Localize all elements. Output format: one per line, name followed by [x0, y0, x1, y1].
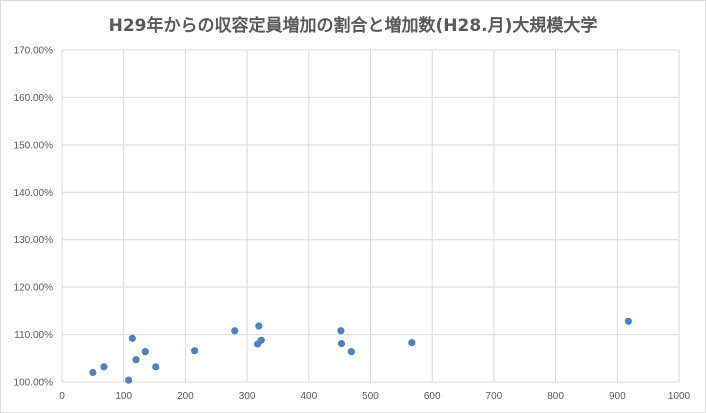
- data-point: [408, 339, 416, 347]
- data-point: [132, 356, 140, 364]
- x-tick-label: 900: [609, 391, 626, 402]
- data-point: [100, 363, 108, 371]
- data-point: [191, 347, 199, 355]
- y-tick-label: 130.00%: [14, 235, 54, 246]
- data-point: [125, 376, 133, 384]
- x-tick-label: 500: [362, 391, 379, 402]
- x-tick-label: 100: [115, 391, 132, 402]
- data-point: [624, 317, 633, 325]
- chart-title: H29年からの収容定員増加の割合と増加数(H28.月)大規模大学: [108, 16, 598, 36]
- y-axis-tick-labels: 100.00% 110.00% 120.00% 130.00% 140.00% 150.0…: [14, 46, 54, 389]
- y-tick-label: 160.00%: [14, 93, 54, 104]
- data-point: [337, 327, 345, 335]
- data-points: [89, 317, 633, 384]
- x-tick-label: 400: [300, 391, 317, 402]
- x-tick-label: 600: [424, 391, 441, 402]
- x-tick-label: 200: [177, 391, 194, 402]
- data-point: [89, 368, 97, 377]
- y-tick-label: 110.00%: [14, 330, 53, 341]
- y-tick-label: 150.00%: [14, 140, 54, 151]
- y-tick-label: 100.00%: [14, 378, 54, 389]
- data-point: [257, 336, 265, 344]
- y-tick-label: 170.00%: [14, 46, 54, 57]
- x-tick-label: 0: [59, 391, 65, 402]
- data-point: [128, 334, 136, 342]
- x-tick-label: 1000: [668, 391, 691, 402]
- y-tick-label: 120.00%: [14, 283, 54, 294]
- y-tick-label: 140.00%: [14, 188, 54, 199]
- data-point: [152, 363, 160, 371]
- x-tick-label: 300: [239, 391, 256, 402]
- data-point: [255, 322, 263, 330]
- data-point: [141, 348, 149, 356]
- data-point: [347, 348, 355, 356]
- data-point: [337, 339, 346, 348]
- grid: [61, 49, 680, 383]
- x-tick-label: 800: [547, 391, 564, 402]
- x-axis-tick-labels: 0 100 200 300 400 500 600 700 800 900 1000: [59, 391, 690, 402]
- data-point: [231, 327, 239, 335]
- x-tick-label: 700: [486, 391, 503, 402]
